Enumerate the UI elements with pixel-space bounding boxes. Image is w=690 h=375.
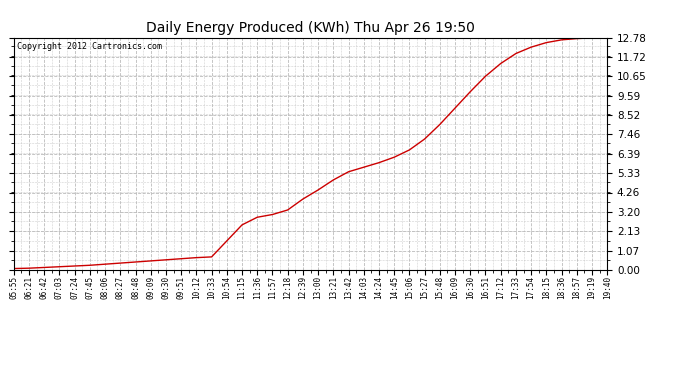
Title: Daily Energy Produced (KWh) Thu Apr 26 19:50: Daily Energy Produced (KWh) Thu Apr 26 1…: [146, 21, 475, 35]
Text: Copyright 2012 Cartronics.com: Copyright 2012 Cartronics.com: [17, 42, 161, 51]
